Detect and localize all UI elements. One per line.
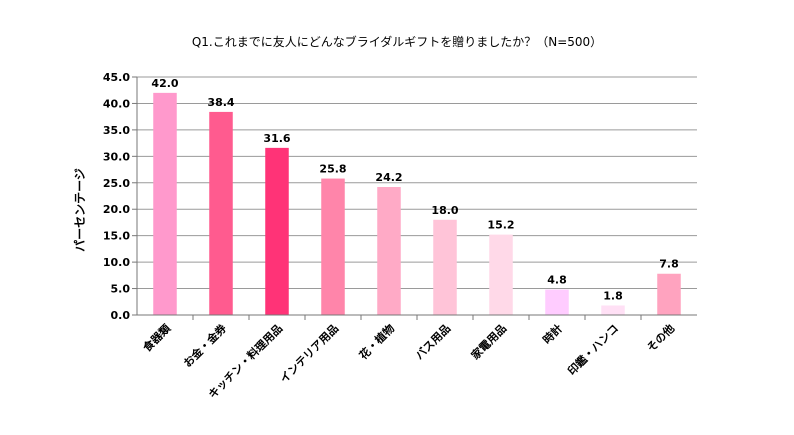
data-label: 15.2 (487, 219, 514, 232)
data-label: 42.0 (151, 77, 178, 90)
bars (153, 92, 681, 315)
y-tick-label: 30.0 (103, 150, 130, 163)
bar (377, 187, 401, 315)
bar (209, 111, 233, 315)
data-label: 7.8 (659, 258, 679, 271)
bar (657, 273, 681, 315)
x-tick-label: お金・金券 (180, 321, 229, 370)
bar (433, 219, 457, 315)
data-label: 31.6 (263, 132, 290, 145)
y-tick-label: 35.0 (103, 124, 130, 137)
x-tick-label: 家電用品 (468, 321, 509, 362)
y-tick-label: 20.0 (103, 203, 130, 216)
x-tick-label: 時計 (540, 321, 565, 346)
data-label: 4.8 (547, 274, 567, 287)
bar (489, 234, 513, 315)
y-tick-label: 45.0 (103, 71, 130, 84)
x-tick-label: 印鑑・ハンコ (565, 321, 622, 378)
bar (545, 289, 569, 315)
y-tick-label: 25.0 (103, 177, 130, 190)
y-tick-label: 0.0 (111, 309, 131, 322)
x-tick-label: 花・植物 (356, 321, 397, 362)
bar (601, 305, 625, 315)
data-label: 18.0 (431, 204, 458, 217)
x-tick-label: 食器類 (140, 321, 174, 355)
x-tick-label: バス用品 (413, 322, 453, 362)
y-tick-label: 40.0 (103, 97, 130, 110)
data-label: 38.4 (207, 96, 234, 109)
bar (321, 178, 345, 315)
data-label: 25.8 (319, 163, 346, 176)
y-tick-label: 15.0 (103, 230, 130, 243)
data-label: 1.8 (603, 289, 623, 302)
data-label: 24.2 (375, 171, 402, 184)
y-tick-label: 10.0 (103, 256, 130, 269)
chart-title: Q1.これまでに友人にどんなブライダルギフトを贈りましたか？（N=500） (192, 34, 602, 49)
x-tick-label: インテリア用品 (277, 322, 341, 386)
x-tick-label: その他 (644, 321, 677, 354)
y-tick-label: 5.0 (111, 283, 131, 296)
bar (265, 147, 289, 315)
axes: 0.0 5.0 10.0 15.0 20.0 25.0 30.0 35.0 40.0 45.0 (103, 71, 697, 322)
y-axis-label: パーセンテージ (73, 168, 87, 252)
bar (153, 92, 177, 315)
